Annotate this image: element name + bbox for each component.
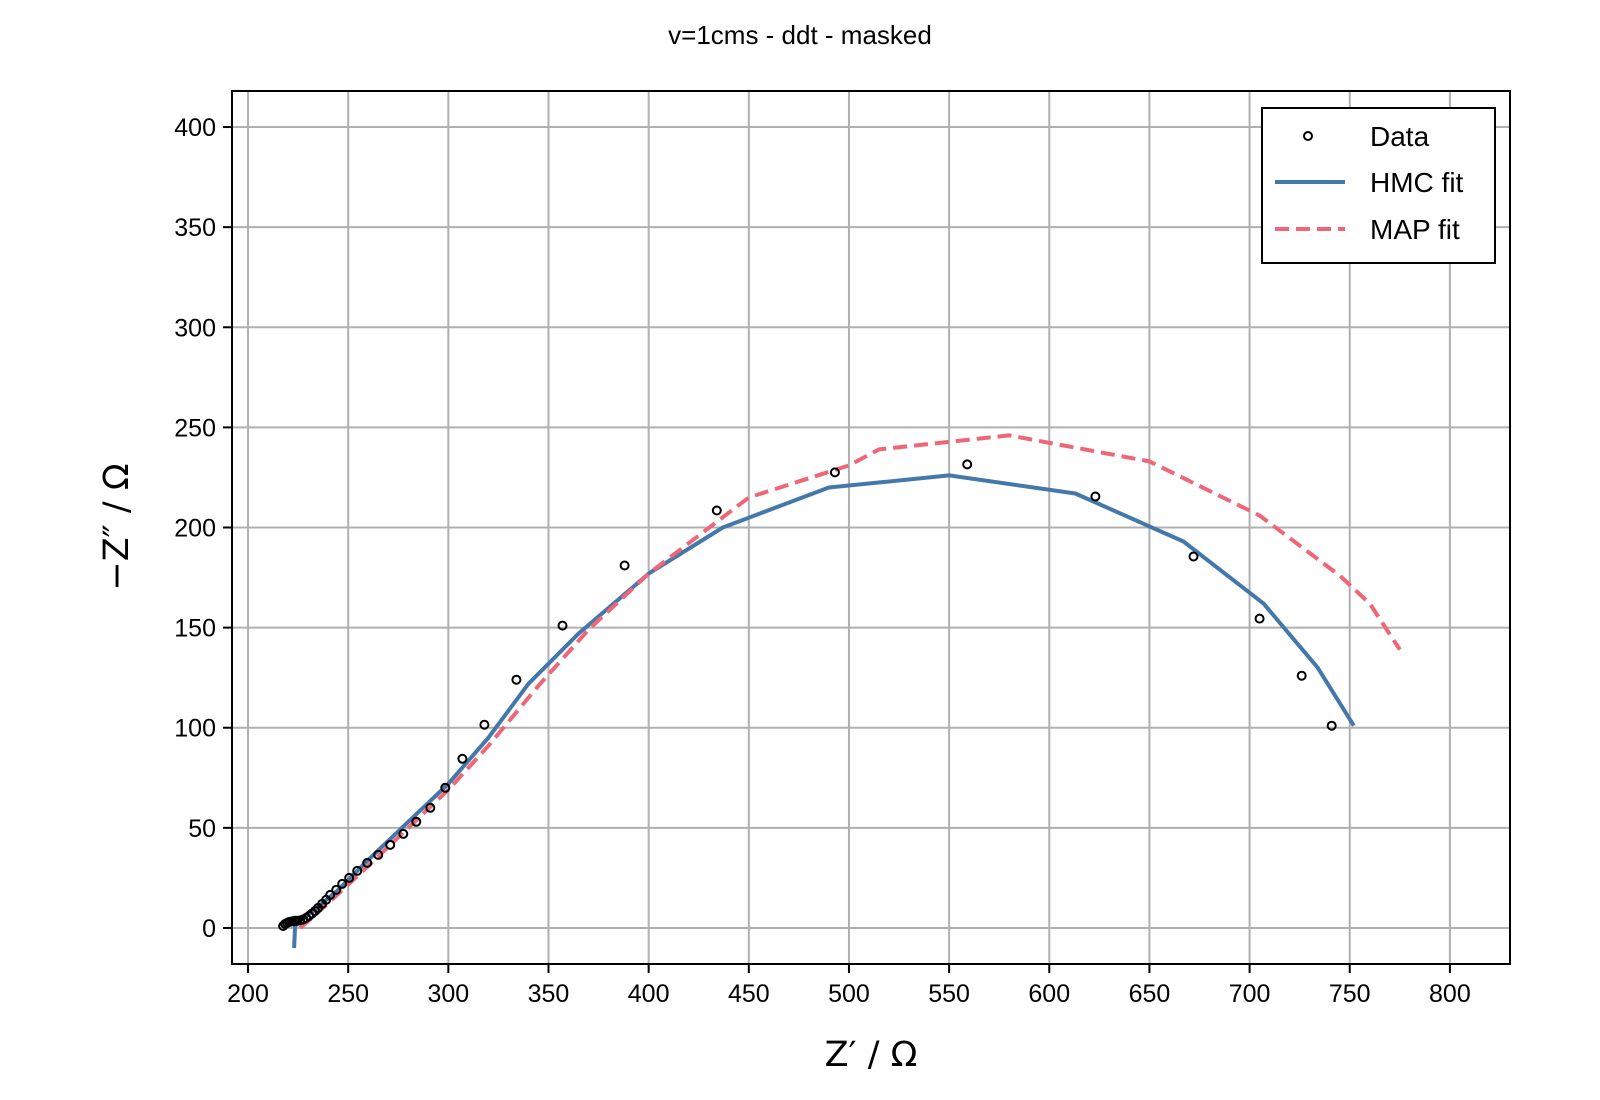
data-point <box>385 839 396 850</box>
y-tick-label: 400 <box>174 114 216 142</box>
data-point <box>362 857 373 868</box>
y-tick-label: 350 <box>174 214 216 242</box>
x-tick-label: 300 <box>427 980 469 1008</box>
data-point <box>337 878 348 889</box>
legend-marker-data <box>1303 131 1313 141</box>
chart-title: v=1cms - ddt - masked <box>668 20 932 50</box>
data-point <box>1296 670 1307 681</box>
data-point <box>557 620 568 631</box>
data-point <box>457 753 468 764</box>
data-point <box>425 802 436 813</box>
data-point <box>411 816 422 827</box>
data-point <box>352 865 363 876</box>
legend: Data HMC fit MAP fit <box>1261 107 1496 264</box>
x-tick-label: 250 <box>327 980 369 1008</box>
data-point <box>619 560 630 571</box>
x-tick-label: 650 <box>1129 980 1171 1008</box>
x-tick-label: 400 <box>628 980 670 1008</box>
x-tick-label: 700 <box>1229 980 1271 1008</box>
data-point <box>962 459 973 470</box>
data-point <box>711 505 722 516</box>
data-point <box>1188 551 1199 562</box>
hmc-fit-line <box>292 473 1356 949</box>
y-tick-label: 0 <box>202 915 216 943</box>
x-tick-label: 450 <box>728 980 770 1008</box>
data-point <box>398 828 409 839</box>
x-tick-label: 750 <box>1329 980 1371 1008</box>
legend-label-map: MAP fit <box>1370 214 1460 245</box>
data-point <box>479 719 490 730</box>
data-point <box>325 889 336 900</box>
plot-series <box>278 433 1402 949</box>
x-tick-label: 500 <box>828 980 870 1008</box>
legend-box <box>1261 107 1496 264</box>
data-point <box>373 849 384 860</box>
axis-ticks: 200 250 300 350 400 450 500 550 600 650 700 750 800 0… <box>174 114 1470 1008</box>
plot-frame <box>231 90 1511 965</box>
y-axis-label: −Z″ / Ω <box>97 463 137 590</box>
x-tick-label: 600 <box>1028 980 1070 1008</box>
legend-label-data: Data <box>1370 121 1430 152</box>
y-tick-label: 300 <box>174 314 216 342</box>
data-point <box>829 467 840 478</box>
y-tick-label: 250 <box>174 414 216 442</box>
data-point <box>1326 720 1337 731</box>
x-tick-label: 350 <box>528 980 570 1008</box>
data-point <box>1090 491 1101 502</box>
legend-label-hmc: HMC fit <box>1370 167 1464 198</box>
data-point <box>331 884 342 895</box>
y-tick-label: 200 <box>174 515 216 543</box>
x-tick-label: 200 <box>227 980 269 1008</box>
data-point <box>344 872 355 883</box>
data-point <box>1254 613 1265 624</box>
y-tick-label: 100 <box>174 715 216 743</box>
data-point <box>511 674 522 685</box>
y-tick-label: 50 <box>188 815 216 843</box>
x-axis-label: Z′ / Ω <box>825 1035 918 1075</box>
data-point <box>440 782 451 793</box>
x-tick-label: 550 <box>928 980 970 1008</box>
y-tick-label: 150 <box>174 615 216 643</box>
x-tick-label: 800 <box>1429 980 1471 1008</box>
